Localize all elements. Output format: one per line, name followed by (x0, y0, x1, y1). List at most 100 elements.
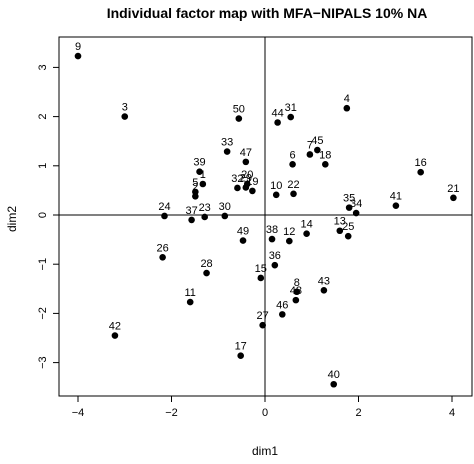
point-marker (352, 209, 360, 217)
data-point-33: 33 (221, 137, 233, 155)
data-point-10: 10 (270, 180, 282, 199)
point-marker (186, 298, 194, 306)
x-axis: −4 −2 0 2 4 (72, 395, 455, 419)
data-point-28: 28 (200, 258, 213, 277)
x-axis-label: dim1 (252, 444, 278, 458)
data-point-36: 36 (269, 250, 281, 269)
point-marker (74, 52, 82, 60)
data-point-30: 30 (219, 201, 231, 220)
data-point-50: 50 (233, 104, 245, 122)
point-label: 20 (241, 169, 253, 181)
point-label: 13 (334, 216, 346, 228)
data-point-38: 38 (266, 224, 278, 243)
point-marker (286, 237, 293, 245)
data-point-8: 8 (293, 277, 301, 296)
point-marker (278, 311, 286, 318)
point-label: 27 (257, 310, 269, 322)
data-point-27: 27 (257, 310, 269, 329)
point-marker (268, 235, 276, 243)
data-point-16: 16 (415, 157, 427, 176)
point-marker (292, 296, 300, 304)
y-tick-label: 1 (37, 163, 49, 169)
y-tick-label: 2 (37, 114, 49, 120)
data-point-42: 42 (109, 321, 121, 339)
point-label: 1 (200, 169, 206, 181)
point-marker (257, 274, 265, 282)
point-label: 18 (319, 149, 331, 161)
data-point-17: 17 (235, 341, 247, 360)
point-marker (303, 230, 310, 237)
point-label: 33 (221, 137, 233, 149)
point-marker (336, 227, 344, 235)
point-label: 7 (307, 139, 313, 151)
point-label: 41 (390, 191, 402, 203)
point-label: 24 (158, 201, 170, 213)
point-label: 23 (199, 202, 211, 214)
data-point-29: 29 (240, 172, 252, 191)
point-marker (242, 184, 250, 191)
data-point-4: 4 (343, 93, 351, 112)
point-marker (161, 212, 168, 220)
point-label: 36 (269, 250, 281, 262)
data-point-31: 31 (285, 102, 297, 121)
point-label: 21 (447, 183, 459, 195)
point-marker (192, 188, 199, 196)
point-label: 42 (109, 321, 121, 333)
data-point-37: 37 (185, 205, 198, 224)
point-label: 29 (240, 172, 252, 184)
x-tick-label: −2 (165, 407, 178, 419)
data-point-35: 35 (343, 193, 355, 211)
point-label: 22 (287, 179, 299, 191)
point-label: 34 (350, 198, 362, 210)
data-point-44: 44 (271, 108, 284, 126)
point-label: 45 (311, 135, 323, 147)
point-label: 35 (343, 193, 355, 205)
point-label: 40 (328, 369, 340, 381)
point-marker (203, 269, 210, 277)
data-point-48: 48 (290, 285, 302, 304)
data-point-24: 24 (158, 201, 171, 220)
point-label: 4 (344, 93, 350, 105)
y-tick-label: −2 (37, 307, 49, 320)
data-point-39: 39 (193, 157, 206, 176)
point-label: 3 (122, 102, 128, 114)
data-point-21: 21 (447, 183, 460, 202)
point-label: 15 (255, 263, 267, 275)
data-point-3: 3 (121, 102, 129, 120)
point-marker (306, 151, 314, 158)
point-label: 32 (231, 173, 243, 185)
point-marker (201, 213, 208, 221)
y-axis: −3 −2 −1 0 1 2 3 (37, 64, 60, 369)
x-tick-label: −4 (72, 407, 85, 419)
y-tick-label: 0 (37, 212, 49, 218)
point-label: 5 (192, 177, 198, 189)
point-label: 2 (192, 181, 198, 193)
point-label: 30 (219, 201, 231, 213)
point-marker (314, 146, 321, 154)
point-marker (235, 115, 243, 122)
point-label: 37 (185, 205, 197, 217)
point-label: 31 (285, 102, 297, 114)
data-point-45: 45 (311, 135, 323, 154)
point-marker (271, 261, 279, 269)
point-label: 43 (318, 275, 330, 287)
data-point-34: 34 (350, 198, 362, 217)
chart-title: Individual factor map with MFA−NIPALS 10… (107, 5, 428, 21)
point-label: 48 (290, 285, 302, 297)
point-marker (417, 168, 424, 176)
data-point-40: 40 (328, 369, 340, 388)
point-label: 44 (271, 108, 283, 120)
point-marker (111, 332, 119, 339)
data-point-47: 47 (240, 147, 252, 166)
point-marker (199, 180, 207, 188)
point-label: 14 (300, 219, 312, 231)
point-marker (196, 168, 203, 176)
data-point-22: 22 (287, 179, 300, 198)
point-marker (272, 191, 280, 199)
point-marker (289, 161, 296, 168)
data-point-9: 9 (74, 41, 82, 60)
y-tick-label: −3 (37, 356, 49, 369)
data-point-1: 1 (199, 169, 207, 188)
point-label: 39 (193, 157, 205, 169)
